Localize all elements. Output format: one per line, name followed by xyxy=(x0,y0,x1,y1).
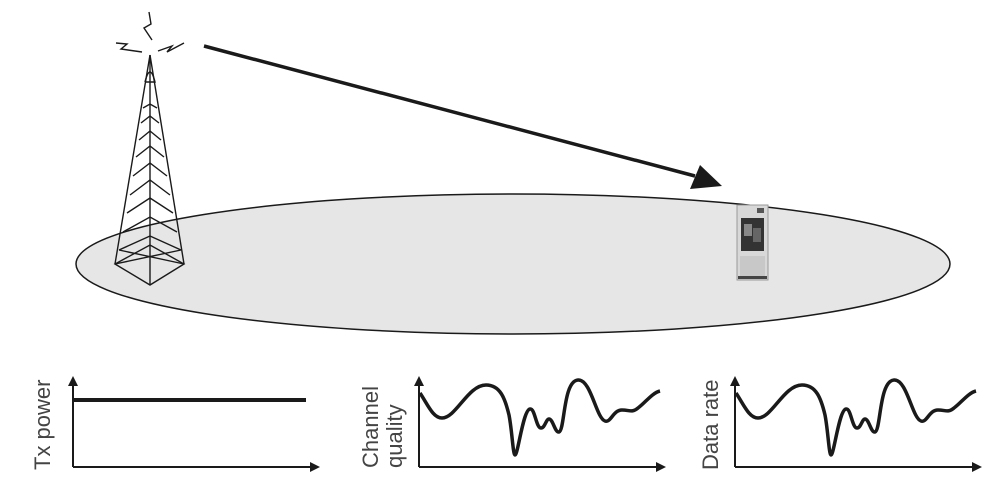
mobile-phone-icon xyxy=(736,204,769,281)
transmission-arrow xyxy=(203,44,722,189)
channel-quality-chart: Channel quality xyxy=(358,376,666,472)
channel-quality-label-line2: quality xyxy=(382,404,407,468)
base-station-tower-icon xyxy=(113,11,186,286)
data-rate-chart: Data rate xyxy=(698,376,982,472)
cell-coverage-area xyxy=(75,193,951,335)
tx-power-label: Tx power xyxy=(30,380,55,470)
data-rate-label: Data rate xyxy=(698,380,723,471)
channel-quality-curve xyxy=(418,378,661,457)
tx-power-chart: Tx power xyxy=(30,376,320,472)
channel-quality-label-line1: Channel xyxy=(358,386,383,468)
data-rate-curve xyxy=(734,378,977,457)
